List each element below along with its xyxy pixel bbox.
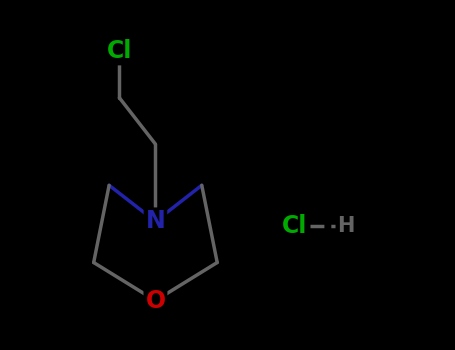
Text: O: O <box>146 289 166 313</box>
Text: Cl: Cl <box>107 40 132 63</box>
Text: H: H <box>337 216 354 237</box>
Text: N: N <box>146 209 165 233</box>
Text: Cl: Cl <box>282 215 307 238</box>
